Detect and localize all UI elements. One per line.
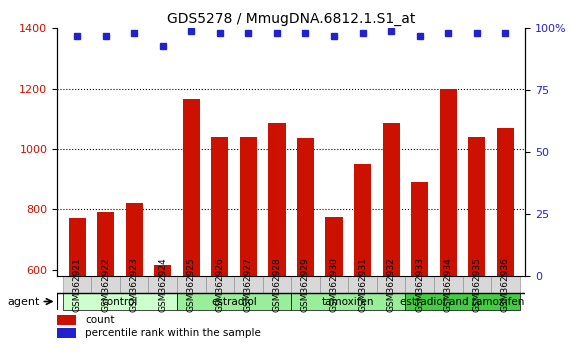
Bar: [405, 293, 520, 310]
Bar: [297, 138, 314, 275]
Text: GSM362936: GSM362936: [501, 257, 510, 312]
Bar: [434, 275, 463, 293]
Text: GSM362921: GSM362921: [73, 257, 82, 312]
Text: GSM362924: GSM362924: [158, 257, 167, 312]
Bar: [148, 275, 177, 293]
Text: GSM362923: GSM362923: [130, 257, 139, 312]
Bar: [405, 275, 434, 293]
Bar: [354, 164, 371, 275]
Bar: [154, 265, 171, 275]
Bar: [325, 217, 343, 275]
Text: estradiol: estradiol: [211, 297, 257, 307]
Bar: [177, 275, 206, 293]
Bar: [348, 275, 377, 293]
Bar: [63, 293, 177, 310]
Bar: [377, 275, 405, 293]
Bar: [183, 99, 200, 275]
Bar: [63, 275, 91, 293]
Text: tamoxifen: tamoxifen: [322, 297, 375, 307]
Bar: [320, 275, 348, 293]
Bar: [57, 328, 76, 338]
Text: GSM362927: GSM362927: [244, 257, 253, 312]
Bar: [120, 275, 148, 293]
Bar: [91, 275, 120, 293]
Text: control: control: [102, 297, 138, 307]
Text: GSM362934: GSM362934: [444, 257, 453, 312]
Text: percentile rank within the sample: percentile rank within the sample: [85, 328, 261, 338]
Bar: [211, 137, 228, 275]
Bar: [240, 137, 257, 275]
Text: GSM362925: GSM362925: [187, 257, 196, 312]
Text: GSM362932: GSM362932: [387, 257, 396, 312]
Bar: [268, 123, 286, 275]
Bar: [440, 88, 457, 275]
Text: GSM362930: GSM362930: [329, 257, 339, 312]
Text: GSM362926: GSM362926: [215, 257, 224, 312]
Bar: [263, 275, 291, 293]
Bar: [291, 293, 405, 310]
Bar: [491, 275, 520, 293]
Text: GSM362933: GSM362933: [415, 257, 424, 312]
Text: GSM362935: GSM362935: [472, 257, 481, 312]
Bar: [411, 182, 428, 275]
Bar: [69, 218, 86, 275]
Text: GSM362922: GSM362922: [101, 257, 110, 312]
Bar: [97, 212, 114, 275]
Bar: [177, 293, 291, 310]
Text: GSM362928: GSM362928: [272, 257, 282, 312]
Text: count: count: [85, 315, 115, 325]
Text: GSM362929: GSM362929: [301, 257, 310, 312]
Text: GSM362931: GSM362931: [358, 257, 367, 312]
Bar: [206, 275, 234, 293]
Bar: [463, 275, 491, 293]
Text: estradiol and tamoxifen: estradiol and tamoxifen: [400, 297, 525, 307]
Bar: [291, 275, 320, 293]
Bar: [126, 203, 143, 275]
Title: GDS5278 / MmugDNA.6812.1.S1_at: GDS5278 / MmugDNA.6812.1.S1_at: [167, 12, 415, 26]
Bar: [57, 315, 76, 325]
Bar: [497, 128, 514, 275]
Bar: [468, 137, 485, 275]
Bar: [383, 123, 400, 275]
Text: agent: agent: [7, 297, 40, 307]
Bar: [234, 275, 263, 293]
